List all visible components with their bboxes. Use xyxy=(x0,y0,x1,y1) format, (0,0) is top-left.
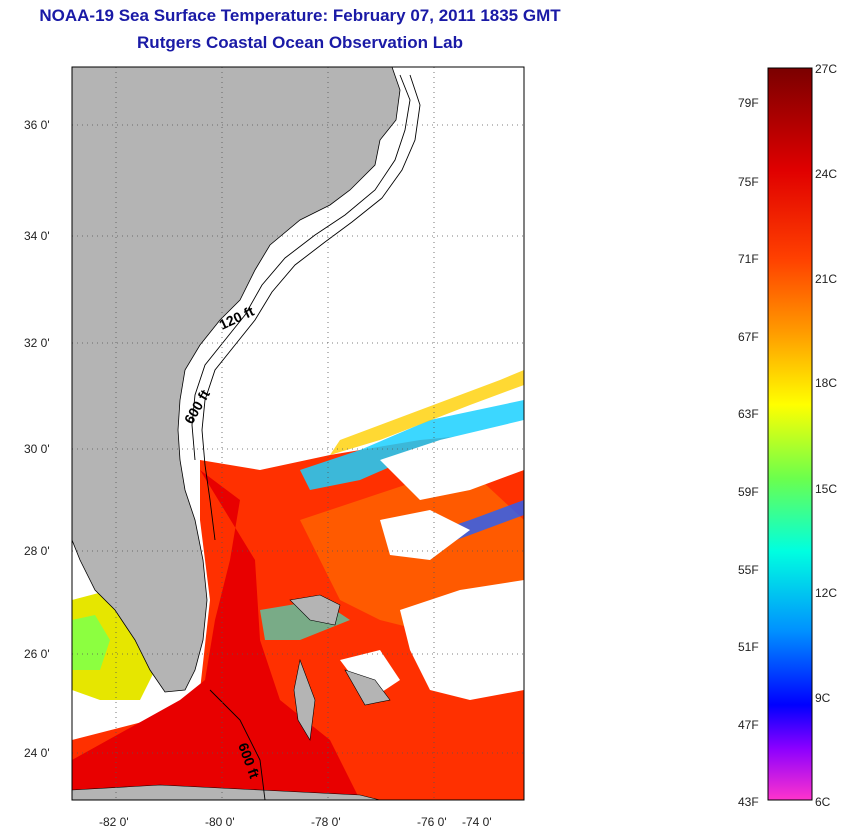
lon-label: -76 0' xyxy=(417,815,447,829)
cloud-patch xyxy=(380,510,470,560)
cloud-patch xyxy=(380,420,524,500)
colorbar xyxy=(767,67,813,801)
colorbar-c-label: 9C xyxy=(815,691,831,705)
colorbar-f-label: 71F xyxy=(738,252,759,266)
colorbar-c-label: 21C xyxy=(815,272,837,286)
lon-label: -82 0' xyxy=(99,815,129,829)
page-title: NOAA-19 Sea Surface Temperature: Februar… xyxy=(39,6,561,25)
lon-label: -80 0' xyxy=(205,815,235,829)
colorbar-f-label: 67F xyxy=(738,330,759,344)
sst-cool-band xyxy=(300,400,524,490)
land-mass xyxy=(72,67,401,693)
sst-green-gulf xyxy=(72,615,110,670)
colorbar-f-label: 51F xyxy=(738,640,759,654)
lat-label: 36 0' xyxy=(24,118,50,132)
lon-label: -78 0' xyxy=(311,815,341,829)
colorbar-f-label: 43F xyxy=(738,795,759,809)
lat-label: 28 0' xyxy=(24,544,50,558)
island xyxy=(72,784,381,800)
lon-label: -74 0' xyxy=(462,815,492,829)
map-border xyxy=(71,66,525,801)
lat-label: 34 0' xyxy=(24,229,50,243)
contour-600ft xyxy=(201,74,421,541)
island xyxy=(293,658,316,741)
island xyxy=(344,669,391,706)
colorbar-c-label: 15C xyxy=(815,482,837,496)
colorbar-c-label: 24C xyxy=(815,167,837,181)
page-subtitle: Rutgers Coastal Ocean Observation Lab xyxy=(137,33,463,52)
cloud-patch xyxy=(400,580,524,700)
island xyxy=(289,594,341,626)
sst-gulfstream xyxy=(72,470,360,800)
colorbar-f-label: 47F xyxy=(738,718,759,732)
colorbar-c-label: 27C xyxy=(815,62,837,76)
colorbar-c-label: 12C xyxy=(815,586,837,600)
map-grid xyxy=(72,67,524,800)
sst-yellow-band xyxy=(330,370,524,455)
colorbar-f-label: 59F xyxy=(738,485,759,499)
colorbar-c-label: 6C xyxy=(815,795,831,809)
contour-120ft xyxy=(191,74,411,461)
lat-label: 30 0' xyxy=(24,442,50,456)
lat-label: 24 0' xyxy=(24,746,50,760)
cloud-patch xyxy=(340,650,400,700)
lat-label: 32 0' xyxy=(24,336,50,350)
contour-600ft-south xyxy=(209,689,266,800)
colorbar-f-label: 79F xyxy=(738,96,759,110)
colorbar-f-label: 75F xyxy=(738,175,759,189)
colorbar-f-label: 63F xyxy=(738,407,759,421)
colorbar-f-label: 55F xyxy=(738,563,759,577)
lat-label: 26 0' xyxy=(24,647,50,661)
colorbar-c-label: 18C xyxy=(815,376,837,390)
